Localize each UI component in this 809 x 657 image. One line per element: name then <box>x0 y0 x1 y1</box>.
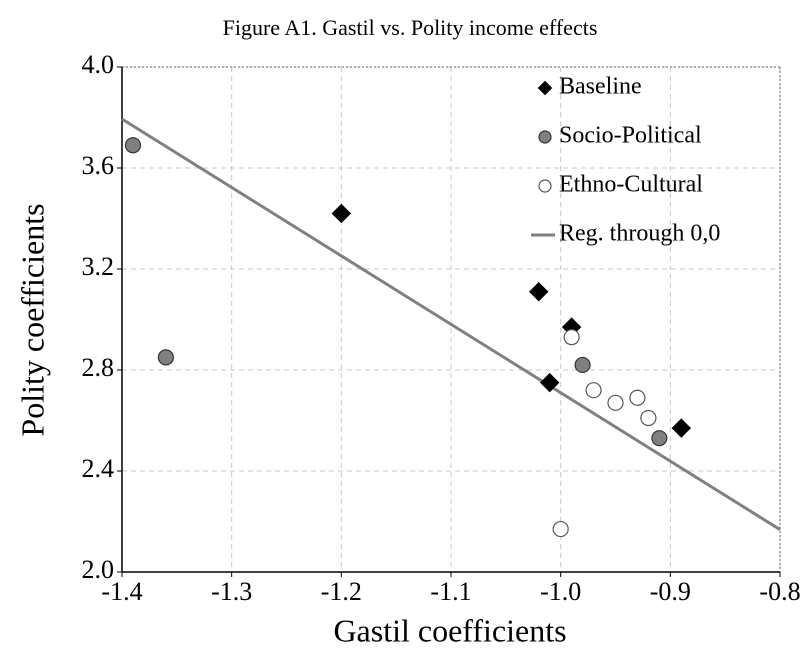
point <box>529 282 549 302</box>
x-tick-label: -1.0 <box>540 577 581 606</box>
point <box>640 409 657 427</box>
point <box>563 329 580 346</box>
point <box>552 520 569 538</box>
y-tick-label: 2.4 <box>82 454 115 483</box>
x-axis-label: Gastil coefficients <box>333 612 566 648</box>
x-tick-label: -1.2 <box>321 577 362 606</box>
y-axis-label: Polity coefficients <box>14 203 50 436</box>
legend-marker <box>537 80 553 96</box>
x-tick-label: -1.4 <box>101 577 142 606</box>
legend-label: Reg. through 0,0 <box>559 221 720 247</box>
point <box>651 430 668 447</box>
legend-marker <box>538 130 552 144</box>
x-tick-label: -0.8 <box>759 577 800 606</box>
x-tick-label: -1.3 <box>211 577 252 606</box>
y-tick-label: 2.0 <box>82 555 115 584</box>
regression-line <box>121 117 781 531</box>
point <box>331 203 352 224</box>
chart-title: Figure A1. Gastil vs. Polity income effe… <box>223 15 598 40</box>
point <box>629 389 646 406</box>
y-tick-label: 2.8 <box>82 353 115 382</box>
point <box>607 394 624 411</box>
point <box>574 356 591 374</box>
legend-label: Socio-Political <box>559 123 702 149</box>
x-tick-label: -1.1 <box>430 577 471 606</box>
y-tick-label: 4.0 <box>82 50 115 79</box>
legend-label: Baseline <box>559 74 642 100</box>
x-tick-label: -0.9 <box>650 577 691 606</box>
point <box>124 137 142 154</box>
y-tick-label: 3.2 <box>82 252 115 281</box>
point <box>585 382 602 399</box>
point <box>539 372 560 393</box>
point <box>671 418 692 438</box>
y-tick-label: 3.6 <box>82 151 115 180</box>
legend-label: Ethno-Cultural <box>559 172 703 198</box>
point <box>157 349 174 366</box>
legend-marker <box>538 179 552 193</box>
